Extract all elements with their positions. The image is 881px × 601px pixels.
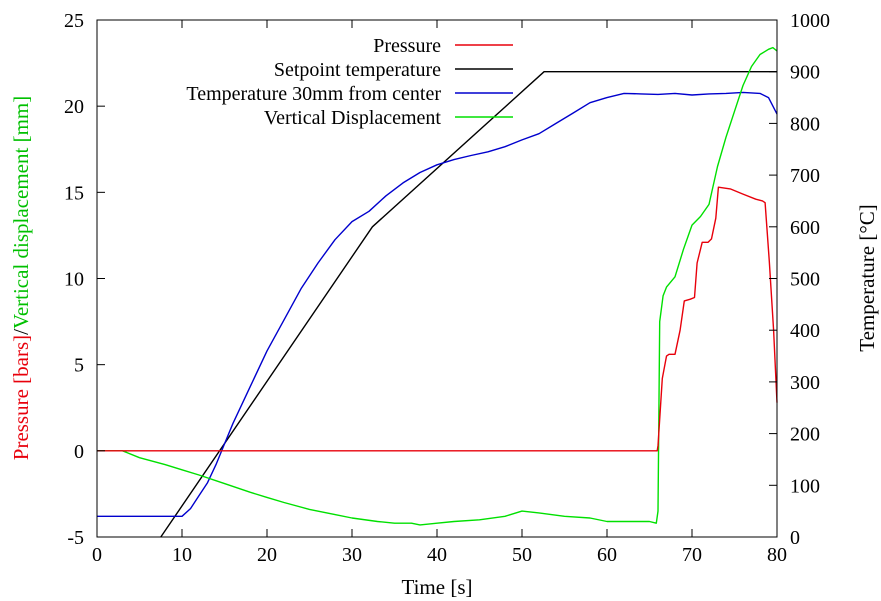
series-layer bbox=[97, 46, 778, 538]
y-axis-label-right: Temperature [°C] bbox=[855, 204, 879, 351]
x-tick-label: 40 bbox=[427, 544, 447, 566]
legend-label-setpoint-temperature: Setpoint temperature bbox=[274, 59, 441, 81]
y-right-tick-label: 500 bbox=[790, 269, 820, 291]
y-right-tick-label: 0 bbox=[790, 527, 800, 549]
legend-label-temperature-30mm-from-center: Temperature 30mm from center bbox=[186, 83, 441, 105]
y-left-tick-label: 15 bbox=[64, 182, 84, 204]
y-right-tick-label: 600 bbox=[790, 217, 820, 239]
y-right-tick-label: 800 bbox=[790, 113, 820, 135]
x-tick-label: 30 bbox=[342, 544, 362, 566]
y-left-tick-label: 10 bbox=[64, 269, 84, 291]
x-tick-label: 20 bbox=[257, 544, 277, 566]
series-line-vertical-displacement bbox=[97, 46, 778, 526]
legend-label-vertical-displacement: Vertical Displacement bbox=[264, 107, 442, 129]
x-tick-label: 0 bbox=[92, 544, 102, 566]
y-left-tick-label: 0 bbox=[74, 441, 84, 463]
ticks-layer: 0 10 20 30 40 50 60 70 80 -5 0 5 10 15 20 25 0 100 200 300 4… bbox=[64, 10, 830, 566]
y-left-tick-label: 5 bbox=[74, 355, 84, 377]
x-tick-label: 10 bbox=[172, 544, 192, 566]
y-right-tick-label: 100 bbox=[790, 475, 820, 497]
y-right-tick-label: 900 bbox=[790, 62, 820, 84]
y-axis-label-left: Pressure [bars]/Vertical displacement [m… bbox=[9, 96, 33, 460]
series-line-temperature-30mm-from-center bbox=[97, 91, 778, 517]
y-right-tick-label: 300 bbox=[790, 372, 820, 394]
y-axis-label-displacement: Vertical displacement [mm] bbox=[9, 96, 33, 329]
x-axis-label: Time [s] bbox=[402, 575, 473, 599]
y-right-tick-label: 1000 bbox=[790, 10, 830, 32]
y-axis-label-separator: / bbox=[9, 329, 33, 335]
y-left-tick-label: 20 bbox=[64, 96, 84, 118]
y-right-tick-label: 400 bbox=[790, 320, 820, 342]
y-right-tick-label: 700 bbox=[790, 165, 820, 187]
series-line-pressure bbox=[97, 186, 778, 452]
x-tick-label: 80 bbox=[767, 544, 787, 566]
x-tick-label: 60 bbox=[597, 544, 617, 566]
y-right-tick-label: 200 bbox=[790, 424, 820, 446]
y-left-tick-label: -5 bbox=[67, 527, 84, 549]
series-line-setpoint-temperature bbox=[160, 71, 777, 538]
y-left-tick-label: 25 bbox=[64, 10, 84, 32]
x-tick-label: 50 bbox=[512, 544, 532, 566]
legend-label-pressure: Pressure bbox=[373, 35, 441, 57]
y-axis-label-pressure: Pressure [bars] bbox=[9, 335, 33, 460]
x-tick-label: 70 bbox=[682, 544, 702, 566]
